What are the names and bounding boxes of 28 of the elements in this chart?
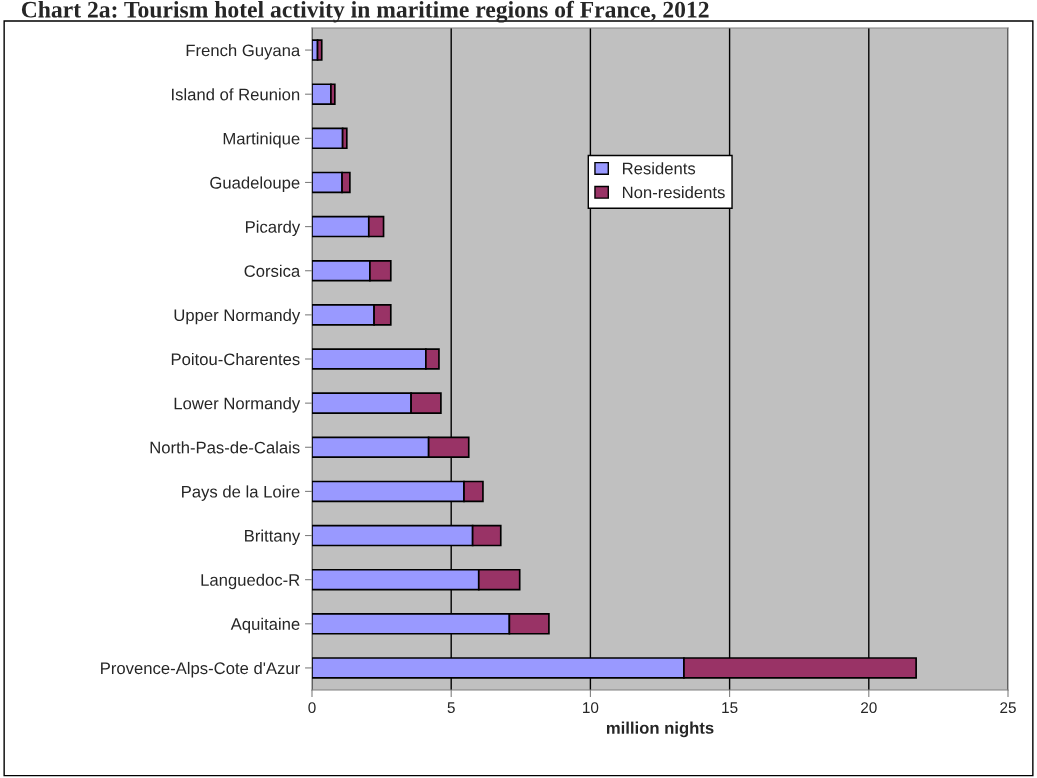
y-tick-label: Provence-Alps-Cote d'Azur: [101, 661, 300, 678]
y-tick-label: Martinique: [223, 132, 300, 148]
y-tick-label: Brittany: [245, 529, 301, 546]
chart-title: Chart 2a: Tourism hotel activity in maritime regions of France, 2012: [21, 0, 709, 23]
y-tick-label: Aquitaine: [230, 617, 300, 634]
bar: [316, 39, 323, 61]
y-tick-label: Poitou-Charentes: [171, 352, 300, 366]
x-axis-title: million nights: [606, 721, 714, 738]
bar: [312, 83, 332, 105]
legend-label: Non-residents: [622, 186, 725, 199]
x-tick-label: 0: [308, 702, 316, 714]
x-tick-label: 25: [1000, 702, 1016, 714]
bar: [312, 127, 344, 150]
y-tick-label: Picardy: [245, 220, 301, 237]
y-tick-label: Island of Reunion: [172, 88, 300, 101]
y-tick-label: Guadeloupe: [210, 176, 300, 192]
y-tick-label: Corsica: [244, 264, 301, 277]
y-tick-label: Pays de la Loire: [182, 485, 300, 501]
x-tick-label: 5: [447, 702, 455, 714]
y-tick-label: North-Pas-de-Calais: [150, 441, 300, 454]
y-tick-label: French Guyana: [186, 44, 301, 60]
x-tick-label: 20: [861, 702, 877, 714]
y-tick-label: Upper Normandy: [174, 308, 301, 325]
y-tick-label: Lower Normandy: [174, 397, 301, 413]
y-tick-label: Languedoc-R: [201, 573, 300, 590]
legend-label: Residents: [622, 162, 696, 175]
x-tick-label: 10: [583, 702, 599, 714]
x-tick-label: 15: [722, 702, 738, 714]
